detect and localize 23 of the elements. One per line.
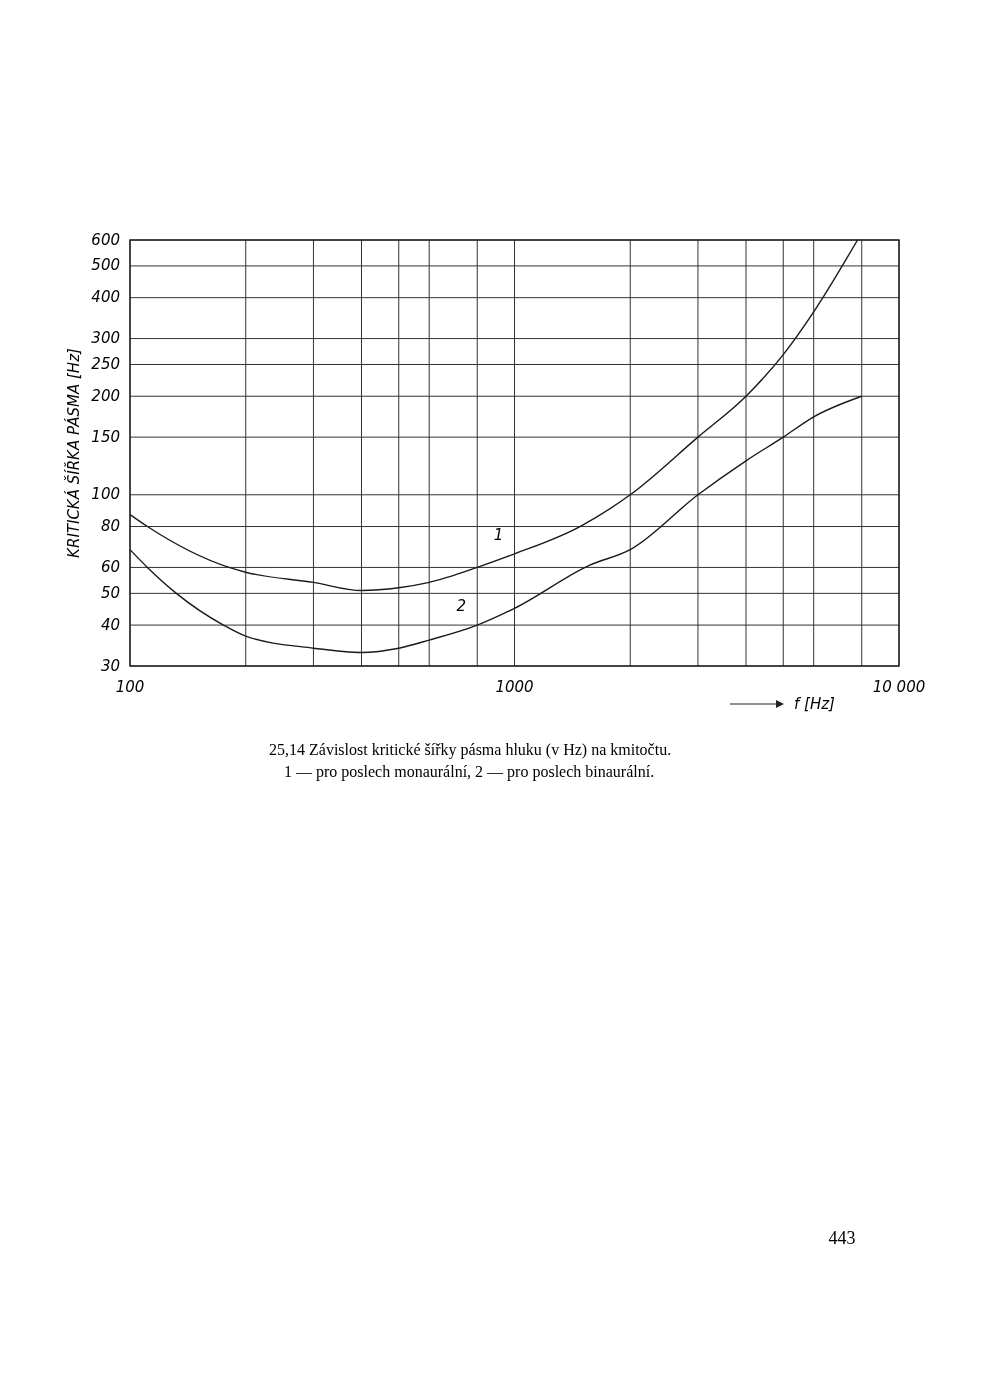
text: 25,14 Závislost kritické šířky pásma hluku (v Hz) na kmitočtu. <box>269 741 672 759</box>
x-axis-title: f [Hz] <box>794 695 836 713</box>
text: 1 — pro poslech monaurální, 2 — pro poslech binaurální. <box>284 763 655 781</box>
y-tick-label: 60 <box>100 557 120 576</box>
y-tick-label: 500 <box>91 256 120 275</box>
y-tick-label: 100 <box>91 485 120 504</box>
series-label: 2 <box>456 597 467 616</box>
text: 443 <box>828 1228 856 1248</box>
y-tick-label: 300 <box>91 329 120 348</box>
y-tick-label: 50 <box>100 583 120 602</box>
y-axis-title: KRITICKÁ ŠÍŘKA PÁSMA [Hz] <box>63 347 83 558</box>
y-tick-label: 150 <box>91 427 120 446</box>
x-tick-label: 10 000 <box>872 678 926 696</box>
y-tick-label: 600 <box>91 230 120 249</box>
y-tick-label: 30 <box>100 656 120 675</box>
y-tick-label: 40 <box>100 615 120 634</box>
x-tick-label: 100 <box>115 678 145 696</box>
y-tick-label: 80 <box>100 517 120 536</box>
y-tick-label: 400 <box>91 288 120 307</box>
x-tick-label: 1000 <box>495 678 534 696</box>
y-tick-label: 200 <box>91 386 120 405</box>
y-tick-label: 250 <box>91 354 120 373</box>
series-label: 1 <box>493 525 504 544</box>
